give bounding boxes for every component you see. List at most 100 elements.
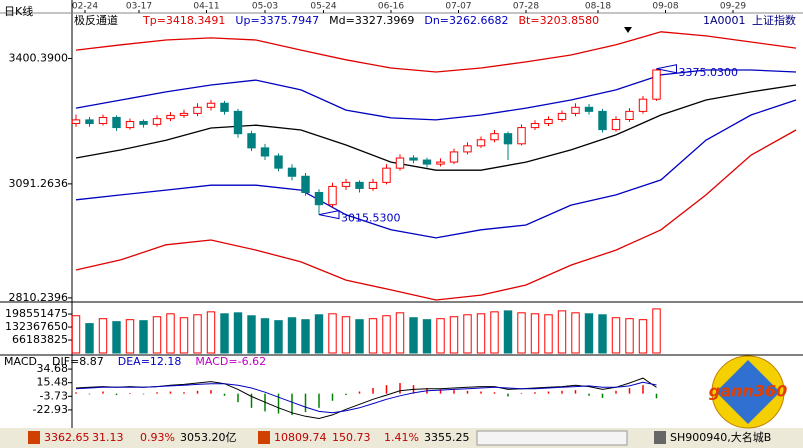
candle-body — [530, 123, 540, 129]
marker — [624, 27, 632, 33]
y-tick-label: 3091.2636 — [9, 177, 69, 190]
band-line — [75, 129, 797, 301]
candle-body — [571, 106, 580, 114]
y-tick-label: 132367650 — [5, 320, 68, 333]
legend-entry: DIF=8.87 — [52, 355, 104, 368]
candle-body — [544, 118, 553, 125]
volume-bar — [530, 313, 540, 354]
y-tick-label: 34.68 — [37, 362, 69, 375]
candle-body — [382, 167, 391, 183]
volume-bar — [301, 319, 310, 354]
volume-bar — [395, 312, 405, 354]
legend-entry: Tp=3418.3491 — [142, 14, 225, 27]
candle-body — [355, 181, 364, 189]
volume-bar — [436, 318, 445, 354]
volume-bar — [166, 313, 175, 354]
legend-entry: Bt=3203.8580 — [519, 14, 600, 27]
y-tick-label: 2810.2396 — [9, 291, 69, 304]
stock-name: SH900940,大名城B — [670, 430, 771, 444]
x-tick-label: 05-24 — [310, 2, 336, 12]
candle-body — [476, 139, 486, 147]
volume-bar — [476, 313, 486, 354]
status-value: 3362.65 — [44, 431, 90, 444]
candle-body — [503, 133, 513, 145]
status-value: 10809.74 — [274, 431, 327, 444]
candle-body — [260, 147, 270, 157]
x-tick-label: 09-29 — [720, 2, 746, 12]
y-tick-label: -3.73 — [40, 389, 68, 402]
volume-bar — [85, 323, 94, 354]
candle-body — [341, 181, 351, 187]
volume-bar — [112, 321, 121, 354]
period-label: 日K线 — [4, 4, 33, 18]
logo-diamond — [716, 360, 780, 424]
volume-bar — [71, 315, 81, 354]
candle-body — [449, 151, 459, 163]
candle-body — [98, 116, 108, 125]
candle-body — [287, 167, 297, 177]
candle-body — [395, 157, 405, 169]
candle-body — [85, 119, 94, 125]
candle-body — [125, 121, 135, 129]
y-tick-label: 15.48 — [37, 376, 69, 389]
x-tick-label: 06-16 — [378, 2, 404, 12]
candle-body — [638, 98, 648, 112]
logo: gann360 — [709, 355, 787, 429]
volume-bar — [652, 308, 661, 354]
candle-body — [314, 191, 324, 206]
annotation-pointer — [318, 209, 340, 220]
status-value: 0.93% — [140, 431, 175, 444]
candle-body — [517, 127, 526, 145]
candle-body — [490, 133, 499, 141]
volume-bar — [382, 315, 391, 354]
annotation-pointer — [656, 64, 677, 74]
volume-bar — [274, 320, 283, 354]
legend-entry: MACD=-6.62 — [195, 355, 266, 368]
candle-body — [611, 118, 621, 131]
volume-bar — [152, 316, 162, 354]
candle-body — [436, 161, 445, 165]
volume-bar — [139, 320, 148, 354]
macd-line — [75, 381, 657, 414]
candle-body — [71, 119, 81, 125]
volume-bar — [247, 315, 256, 354]
y-tick-label: -22.93 — [33, 403, 68, 416]
status-icon — [654, 431, 666, 444]
candle-body — [625, 110, 634, 120]
legend-entry: Dn=3262.6682 — [424, 14, 508, 27]
x-tick-label: 08-18 — [585, 2, 611, 12]
candle-body — [166, 114, 175, 120]
volume-bar — [463, 314, 472, 354]
candle-body — [598, 110, 607, 131]
candle-body — [584, 106, 594, 112]
candle-body — [247, 133, 256, 149]
candle-body — [206, 102, 216, 108]
candle-body — [301, 175, 310, 193]
volume-bar — [598, 314, 607, 354]
band-line — [75, 31, 797, 73]
volume-bar — [220, 313, 229, 354]
volume-bar — [422, 319, 432, 354]
x-tick-label: 07-07 — [445, 2, 471, 12]
volume-bar — [355, 319, 364, 354]
volume-bar — [179, 317, 189, 354]
band-line — [75, 69, 797, 121]
volume-bar — [287, 317, 297, 354]
x-tick-label: 05-03 — [252, 2, 278, 12]
candle-body — [409, 157, 418, 161]
candle-body — [112, 116, 121, 129]
volume-bar — [98, 318, 108, 354]
logo-text: gann360 — [709, 382, 787, 401]
volume-bar — [571, 312, 580, 354]
volume-bar — [341, 316, 351, 354]
indicator-title: 极反通道 — [74, 13, 118, 27]
index-name: 上证指数 — [752, 13, 796, 27]
candle-body — [557, 112, 567, 120]
legend-entry: DEA=12.18 — [118, 355, 182, 368]
scrollbar[interactable] — [476, 430, 628, 446]
annotation-label: 3375.0300 — [679, 66, 739, 79]
volume-bar — [638, 319, 648, 354]
legend-entry: Md=3327.3969 — [329, 14, 414, 27]
volume-bar — [611, 317, 621, 354]
